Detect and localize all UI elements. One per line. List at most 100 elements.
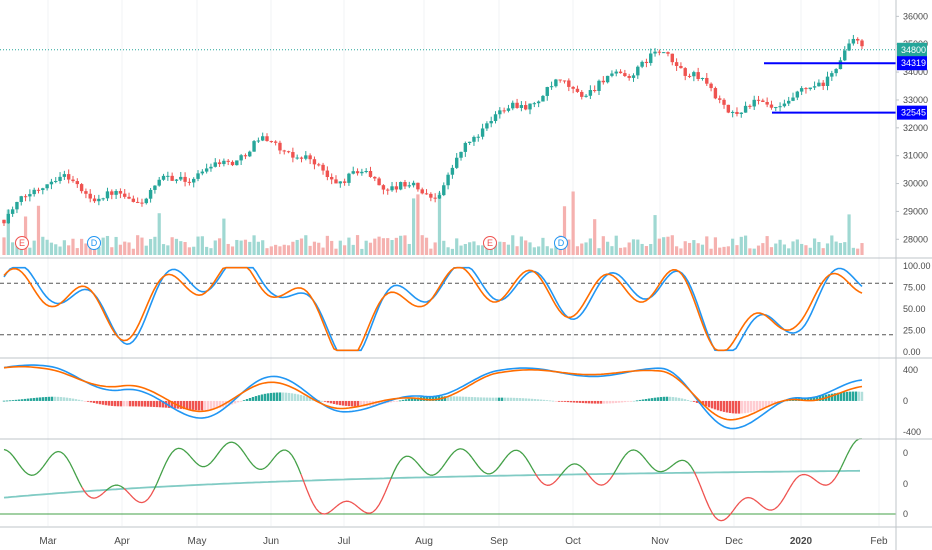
macd-histogram-bar — [830, 393, 834, 401]
macd-histogram-bar — [134, 400, 138, 407]
osc-up-segment — [435, 470, 440, 475]
candle-body — [498, 110, 502, 115]
volume-bar — [304, 235, 308, 255]
candle-body — [605, 75, 610, 83]
macd-histogram-bar — [59, 397, 63, 401]
volume-bar — [610, 246, 614, 255]
volume-bar — [166, 245, 170, 255]
osc-up-segment — [675, 460, 680, 464]
macd-histogram-bar — [290, 393, 294, 401]
macd-histogram-bar — [809, 397, 813, 401]
osc-up-segment — [75, 475, 80, 482]
volume-bar — [705, 236, 709, 255]
osc-up-segment — [444, 458, 449, 465]
oscillator-panel[interactable] — [0, 438, 896, 522]
candle-body — [597, 80, 601, 91]
volume-bar — [627, 242, 631, 255]
volume-bar — [795, 239, 799, 255]
volume-bar — [817, 242, 821, 255]
osc-up-segment — [492, 469, 497, 474]
volume-bar — [45, 239, 49, 255]
osc-up-segment — [213, 454, 218, 460]
candle-body — [390, 186, 394, 191]
macd-histogram-bar — [350, 400, 354, 407]
candle-body — [442, 185, 446, 196]
osc-up-segment — [570, 463, 575, 466]
macd-histogram-bar — [179, 400, 183, 409]
macd-histogram-bar — [608, 400, 612, 404]
osc-down-segment — [132, 497, 137, 501]
stoch-tick-label: 75.00 — [903, 283, 926, 293]
osc-up-segment — [72, 468, 77, 476]
osc-up-segment — [468, 453, 473, 459]
candle-body — [834, 69, 838, 74]
osc-up-segment — [18, 463, 23, 469]
candle-body — [536, 101, 541, 104]
time-tick-label: Nov — [651, 536, 669, 547]
candle-body — [135, 201, 140, 203]
candle-body — [549, 86, 554, 88]
macd-histogram-bar — [542, 399, 546, 401]
macd-histogram-bar — [14, 399, 18, 401]
macd-histogram-bar — [650, 398, 654, 401]
osc-down-segment — [816, 480, 821, 484]
macd-histogram-bar — [155, 400, 159, 408]
candle-body — [62, 174, 67, 177]
macd-histogram-bar — [470, 397, 474, 401]
osc-down-segment — [699, 484, 704, 493]
osc-up-segment — [483, 471, 488, 475]
macd-histogram-bar — [758, 400, 762, 410]
volume-bar — [537, 246, 541, 255]
osc-up-segment — [672, 462, 677, 466]
volume-bar — [455, 238, 459, 255]
dividend-marker — [554, 236, 568, 250]
osc-down-segment — [534, 472, 539, 479]
osc-down-segment — [330, 508, 335, 512]
candle-body — [429, 193, 433, 198]
volume-bar — [713, 237, 718, 255]
osc-down-segment — [762, 506, 767, 510]
osc-down-segment — [555, 476, 560, 482]
volume-bar — [480, 245, 485, 255]
candle-body — [334, 179, 338, 184]
candle-body — [131, 198, 136, 202]
osc-down-segment — [138, 501, 143, 504]
candle-body — [84, 191, 88, 194]
osc-down-segment — [774, 505, 779, 510]
macd-histogram-bar — [833, 393, 837, 401]
macd-histogram-bar — [101, 400, 105, 405]
macd-histogram-bar — [197, 400, 201, 411]
candle-body — [377, 178, 381, 186]
candle-body — [519, 105, 524, 108]
volume-bar — [485, 246, 489, 255]
volume-bar — [549, 248, 554, 255]
osc-up-segment — [669, 464, 674, 468]
volume-bar — [67, 245, 71, 255]
macd-histogram-bar — [74, 399, 78, 401]
volume-bar — [765, 236, 769, 255]
volume-bar — [187, 247, 191, 255]
volume-bar — [731, 238, 735, 255]
macd-histogram-bar — [347, 400, 351, 407]
candle-body — [157, 179, 161, 186]
osc-down-segment — [327, 510, 332, 514]
macd-histogram-bar — [857, 391, 861, 401]
volume-bar — [597, 248, 601, 255]
stochastic-panel[interactable] — [0, 266, 896, 352]
candle-body — [114, 191, 118, 195]
candle-body — [467, 141, 472, 143]
volume-bar — [580, 243, 584, 255]
volume-bar — [856, 248, 860, 255]
macd-histogram-bar — [206, 400, 210, 411]
macd-panel[interactable] — [2, 364, 864, 430]
volume-bar — [312, 241, 317, 255]
volume-bar — [114, 236, 118, 255]
volume-bar — [54, 244, 58, 255]
candle-body — [252, 141, 256, 152]
osc-down-segment — [711, 512, 716, 518]
osc-down-segment — [540, 481, 545, 485]
dividend-label: D — [558, 238, 565, 248]
osc-up-segment — [681, 459, 686, 462]
